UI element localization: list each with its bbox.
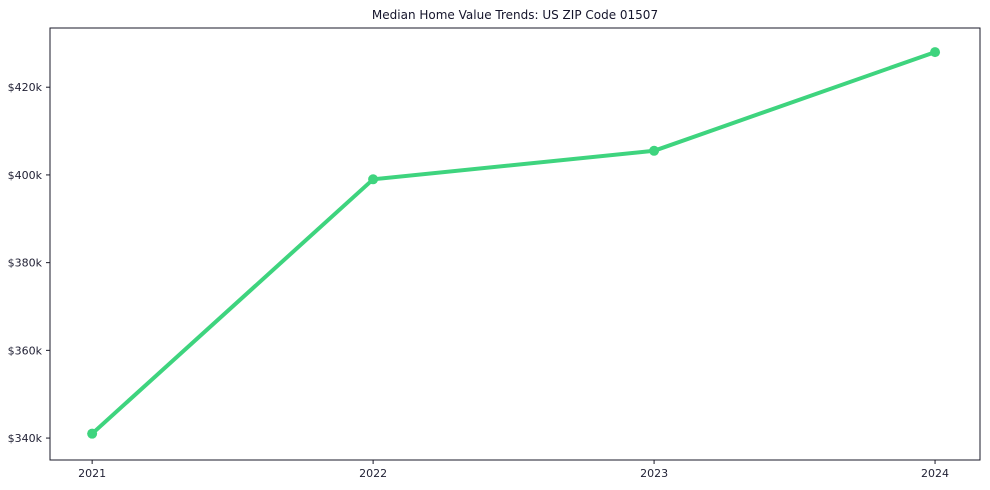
data-point-marker [649, 145, 660, 156]
data-point-marker [930, 47, 941, 58]
y-tick-label: $360k [8, 344, 43, 357]
x-tick-label: 2024 [921, 467, 949, 480]
plot-area: $340k $360k $380k $400k $420k 2021 2022 2023 202… [8, 27, 981, 480]
data-point-marker [368, 174, 379, 185]
x-tick-label: 2022 [359, 467, 387, 480]
trend-line [90, 50, 938, 436]
y-tick-label: $340k [8, 432, 43, 445]
y-tick-label: $380k [8, 257, 43, 270]
y-tick-label: $400k [8, 169, 43, 182]
plot-border [49, 27, 981, 461]
chart-title: Median Home Value Trends: US ZIP Code 01… [372, 8, 658, 22]
data-point-marker [87, 428, 98, 439]
x-tick-label: 2021 [78, 467, 106, 480]
x-tick-label: 2023 [640, 467, 668, 480]
y-tick-label: $420k [8, 81, 43, 94]
